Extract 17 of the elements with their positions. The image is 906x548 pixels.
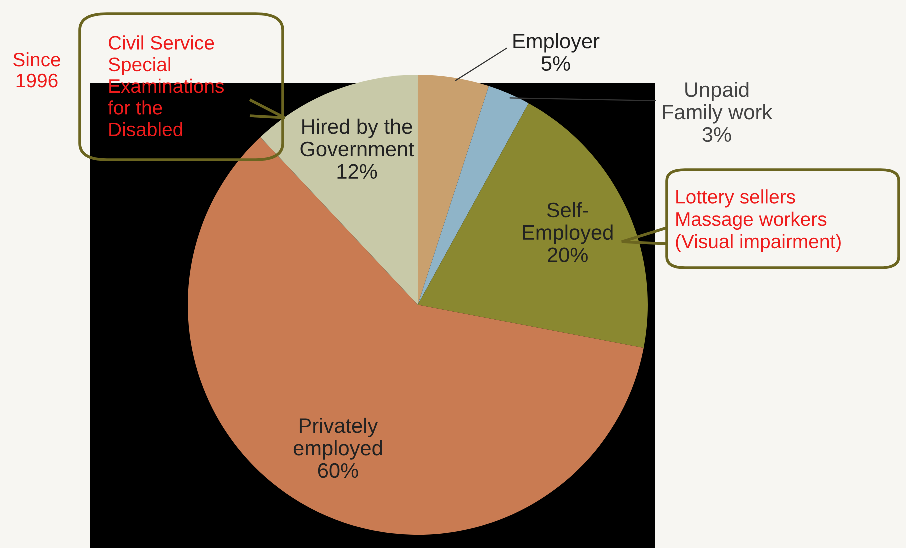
slice-label: Employer	[514, 33, 600, 53]
slice-label: Self- Employed	[523, 202, 613, 244]
text: Civil Service Special Examinations for the Disabled	[108, 36, 224, 137]
pie-slice	[188, 137, 644, 535]
pie-slice	[418, 103, 648, 348]
slice-label: Privately employed	[294, 418, 382, 460]
data-label: 20%	[548, 248, 588, 263]
data-label: 5%	[542, 56, 570, 72]
slice-label: Hired by the Government	[300, 118, 414, 157]
slice-label: Unpaid Family work	[663, 82, 773, 124]
pie-slice	[260, 75, 418, 305]
data-label: 12%	[338, 164, 378, 179]
data-label: 60%	[318, 463, 358, 478]
pie-slice	[418, 75, 490, 305]
text: Lottery sellers Massage workers (Visual impairment)	[676, 190, 841, 252]
data-label: 3%	[702, 127, 732, 142]
text: Since 1996	[14, 52, 60, 88]
